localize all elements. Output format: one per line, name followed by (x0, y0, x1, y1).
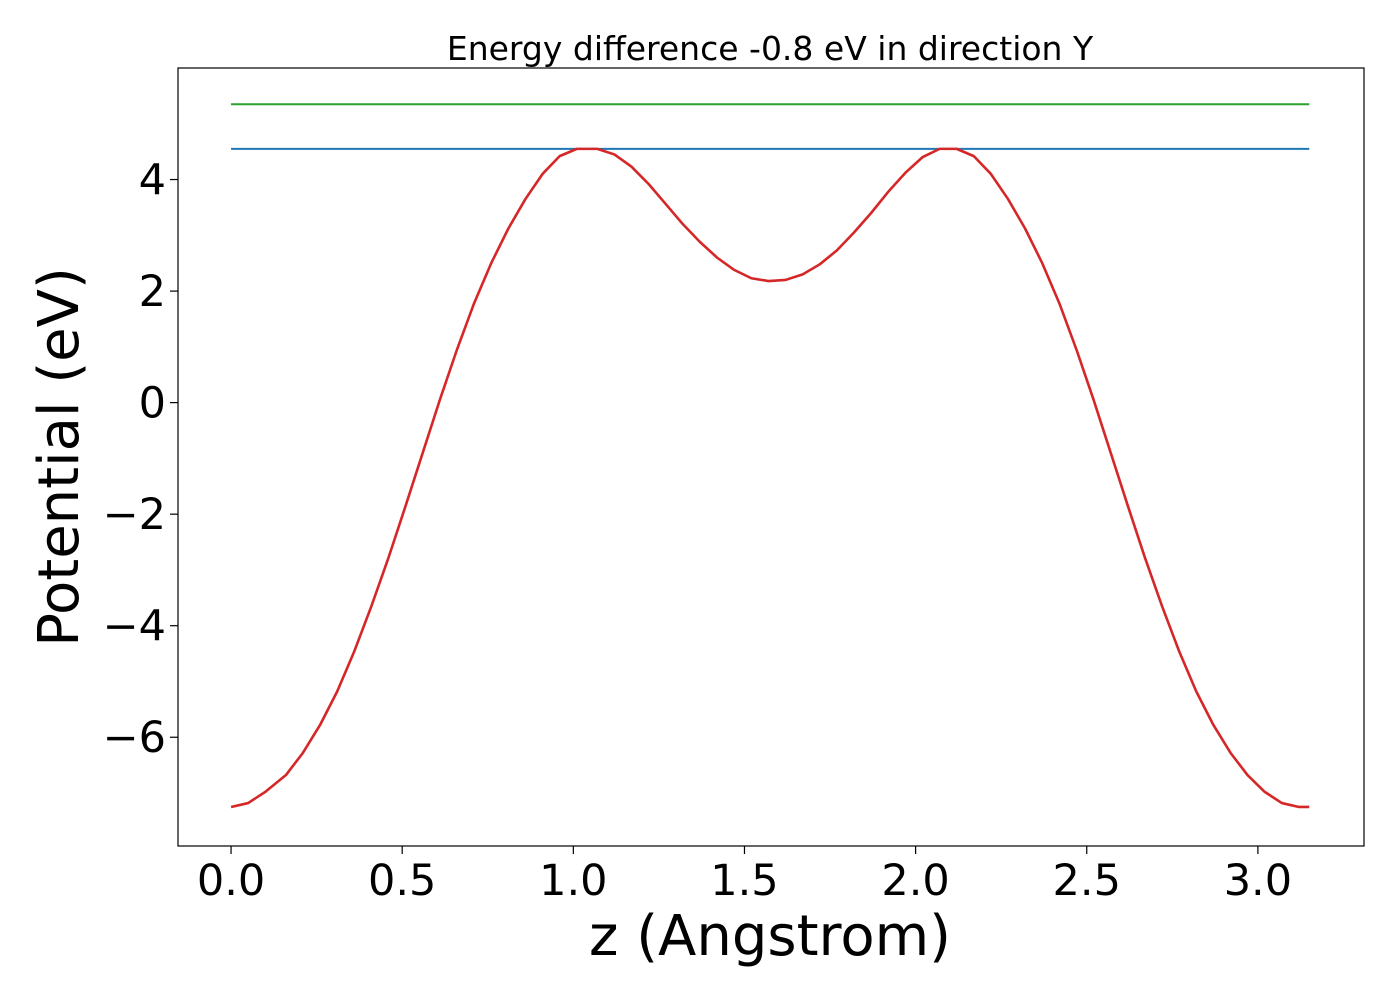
x-tick-label: 1.5 (710, 856, 778, 906)
y-axis-ticks: −6 −4 −2 0 2 4 (103, 156, 178, 763)
chart-title: Energy difference -0.8 eV in direction Y (447, 29, 1094, 68)
y-tick-label: 2 (139, 267, 166, 317)
y-tick-label: −6 (103, 713, 166, 763)
plot-area-frame (177, 67, 1365, 847)
red-potential-curve (230, 147, 1310, 809)
y-tick-label: 4 (139, 156, 166, 206)
x-tick-label: 1.0 (539, 856, 607, 906)
x-tick-label: 2.5 (1053, 856, 1121, 906)
y-axis-label: Potential (eV) (27, 267, 92, 647)
x-tick-label: 3.0 (1224, 856, 1292, 906)
x-axis-ticks: 0.0 0.5 1.0 1.5 2.0 2.5 3.0 (197, 846, 1292, 906)
x-tick-label: 0.5 (368, 856, 436, 906)
x-tick-label: 2.0 (881, 856, 949, 906)
y-tick-label: 0 (139, 379, 166, 429)
y-tick-label: −2 (103, 490, 166, 540)
y-tick-label: −4 (103, 602, 166, 652)
series-layer (230, 103, 1310, 809)
x-tick-label: 0.0 (197, 856, 265, 906)
x-axis-label: z (Angstrom) (589, 904, 951, 969)
